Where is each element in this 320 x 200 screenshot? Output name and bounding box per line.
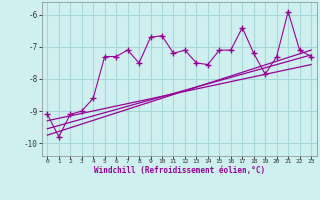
X-axis label: Windchill (Refroidissement éolien,°C): Windchill (Refroidissement éolien,°C)	[94, 166, 265, 175]
